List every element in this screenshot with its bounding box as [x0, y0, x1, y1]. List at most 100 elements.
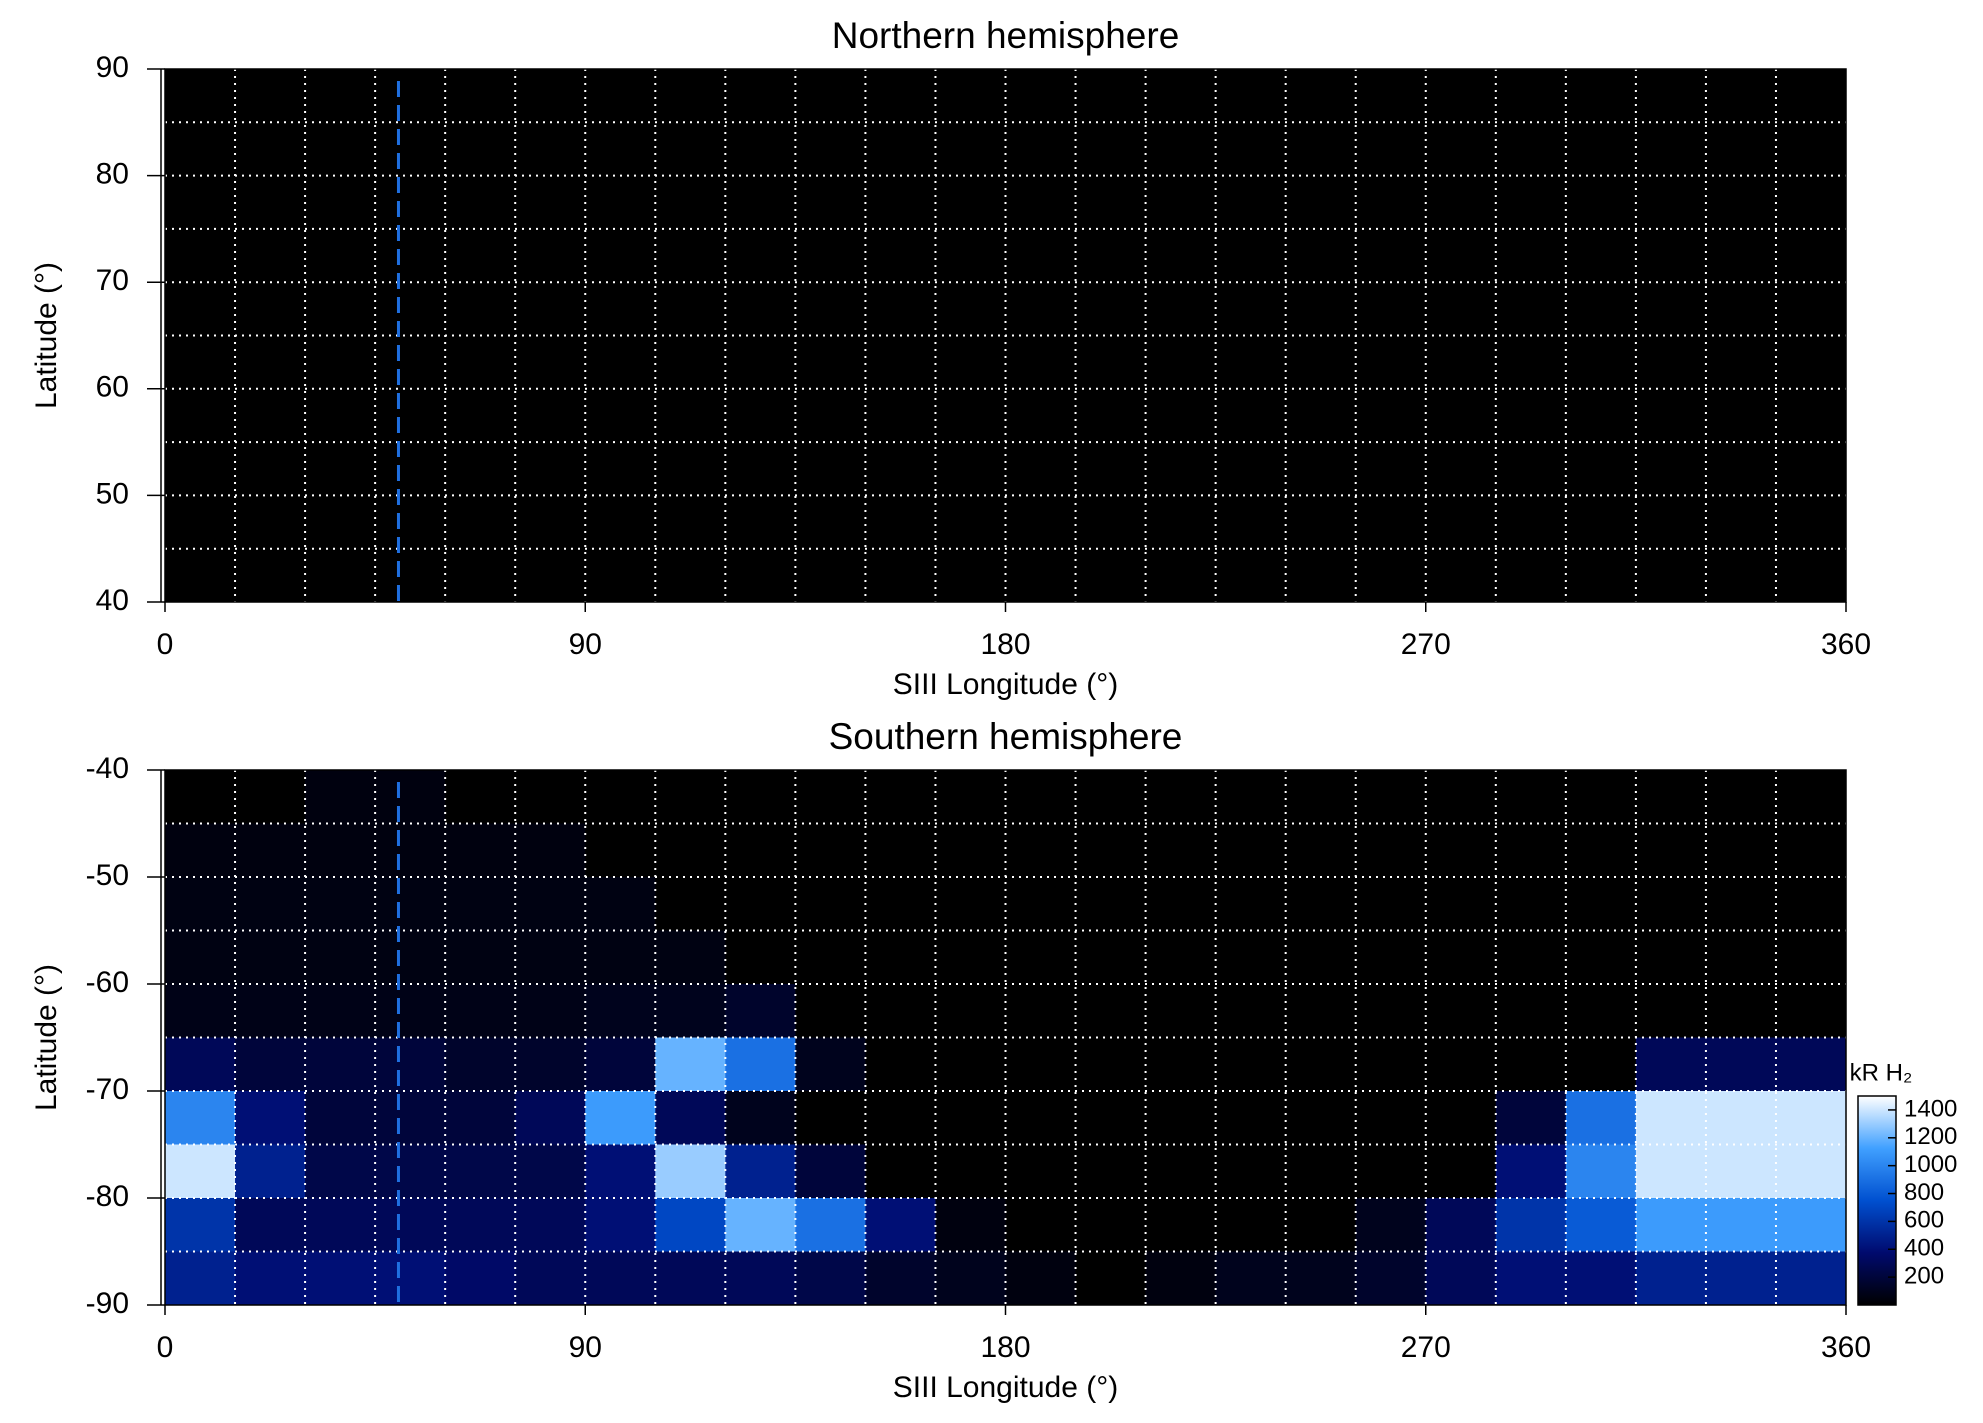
heat-cell — [375, 1144, 446, 1199]
heat-cell — [1565, 122, 1637, 177]
heat-cell — [1495, 1198, 1567, 1252]
heat-cell — [515, 388, 586, 443]
x-axis-title: SIII Longitude (°) — [893, 1371, 1118, 1404]
heat-cell — [1145, 388, 1217, 443]
heat-cell — [585, 1198, 656, 1252]
heat-cell — [1215, 1091, 1287, 1145]
heat-cell — [235, 335, 306, 390]
heat-cell — [1215, 69, 1287, 123]
heat-cell — [1005, 282, 1077, 336]
heat-cell — [515, 1251, 586, 1306]
heat-cell — [1635, 122, 1707, 177]
heat-cell — [585, 282, 656, 336]
heat-cell — [235, 930, 306, 985]
heat-cell — [1145, 548, 1217, 603]
heat-cell — [1075, 930, 1147, 985]
heat-cell — [1705, 282, 1777, 336]
heat-cell — [1775, 1144, 1847, 1199]
heat-cell — [935, 770, 1006, 824]
heat-cell — [655, 228, 726, 283]
heat-cell — [1635, 930, 1707, 985]
heat-cell — [515, 548, 586, 603]
heat-cell — [865, 930, 936, 985]
heat-cell — [445, 69, 516, 123]
x-tick-label: 180 — [980, 1331, 1030, 1364]
heat-cell — [1705, 1091, 1777, 1145]
heat-cell — [795, 122, 866, 177]
heat-cell — [1285, 442, 1357, 496]
heat-cell — [655, 442, 726, 496]
heat-cell — [1775, 175, 1847, 230]
heat-cell — [865, 335, 936, 390]
heat-cell — [1775, 282, 1847, 336]
heat-cell — [1495, 1037, 1567, 1092]
heat-cell — [585, 175, 656, 230]
heat-cell — [865, 1037, 936, 1092]
heat-cell — [865, 175, 936, 230]
heat-cell — [1145, 1198, 1217, 1252]
heat-cell — [235, 984, 306, 1038]
heat-cell — [305, 495, 376, 550]
x-tick-label: 270 — [1401, 1331, 1451, 1364]
heat-cell — [165, 69, 236, 123]
heat-cell — [1145, 122, 1217, 177]
heat-cell — [1005, 930, 1077, 985]
heat-cell — [165, 1037, 236, 1092]
heat-cell — [1705, 877, 1777, 931]
heat-cell — [1005, 335, 1077, 390]
heat-cell — [165, 823, 236, 878]
heat-cell — [165, 1144, 236, 1199]
heat-cell — [585, 335, 656, 390]
heat-cell — [1775, 930, 1847, 985]
heat-cell — [655, 69, 726, 123]
heat-cell — [305, 1144, 376, 1199]
heat-cell — [655, 548, 726, 603]
heat-cell — [1705, 335, 1777, 390]
heat-cell — [375, 1198, 446, 1252]
heat-cell — [445, 1251, 516, 1306]
y-tick-label: 60 — [96, 371, 129, 404]
heat-cell — [725, 877, 796, 931]
heat-cell — [1565, 770, 1637, 824]
heat-cell — [1145, 984, 1217, 1038]
heat-cell — [795, 1144, 866, 1199]
heat-cell — [725, 548, 796, 603]
heat-cell — [515, 1091, 586, 1145]
heat-cell — [1495, 823, 1567, 878]
heat-cell — [165, 930, 236, 985]
colorbar-tick-label: 400 — [1904, 1235, 1944, 1262]
heat-cell — [235, 1037, 306, 1092]
y-tick-label: -70 — [86, 1073, 129, 1106]
heat-cell — [165, 1198, 236, 1252]
heat-cell — [585, 228, 656, 283]
heat-cell — [1075, 175, 1147, 230]
heat-cell — [1285, 1037, 1357, 1092]
heat-cell — [935, 1198, 1006, 1252]
heat-cell — [1005, 442, 1077, 496]
heat-cell — [865, 1144, 936, 1199]
heat-cell — [1425, 335, 1497, 390]
heat-cell — [445, 495, 516, 550]
heat-cell — [515, 282, 586, 336]
heat-cell — [1075, 1037, 1147, 1092]
y-tick-label: 80 — [96, 158, 129, 191]
heat-cell — [375, 69, 446, 123]
heat-cell — [235, 282, 306, 336]
heat-cell — [1145, 1144, 1217, 1199]
heat-cell — [1005, 1037, 1077, 1092]
heat-cell — [235, 175, 306, 230]
heat-cell — [1425, 1037, 1497, 1092]
heat-cell — [1005, 548, 1077, 603]
heat-cell — [1005, 228, 1077, 283]
heat-cell — [1285, 282, 1357, 336]
heat-cell — [935, 335, 1006, 390]
heat-cell — [165, 282, 236, 336]
heat-cell — [935, 1144, 1006, 1199]
heat-cell — [865, 1251, 936, 1306]
heat-cell — [935, 495, 1006, 550]
y-tick-label: -40 — [86, 752, 129, 785]
heat-cell — [1075, 335, 1147, 390]
heat-cell — [1005, 1144, 1077, 1199]
heat-cell — [1425, 69, 1497, 123]
heat-cell — [795, 1037, 866, 1092]
